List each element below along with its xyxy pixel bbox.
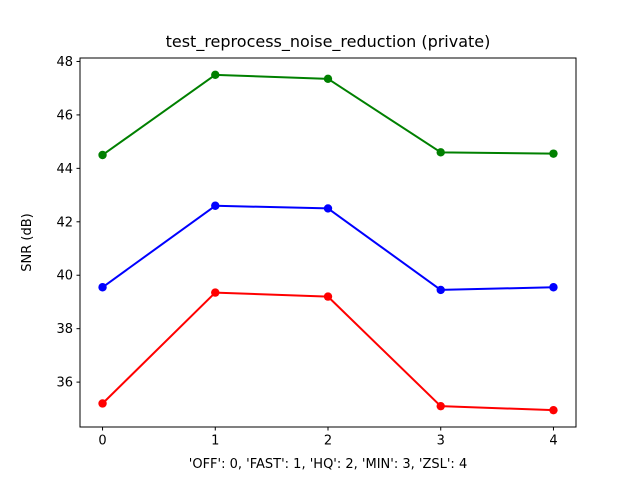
y-tick-label: 36 bbox=[56, 376, 73, 391]
data-point-blue-1 bbox=[211, 201, 220, 210]
data-point-red-4 bbox=[549, 405, 558, 415]
x-tick-label: 3 bbox=[437, 434, 445, 449]
x-tick-label: 4 bbox=[549, 434, 557, 449]
y-tick-label: 48 bbox=[56, 55, 73, 70]
data-point-blue-3 bbox=[436, 285, 445, 295]
chart-title: test_reprocess_noise_reduction (private) bbox=[166, 32, 491, 52]
data-point-red-3 bbox=[436, 401, 445, 411]
data-point-green-2 bbox=[323, 74, 333, 84]
data-point-green-0 bbox=[98, 150, 107, 160]
y-tick-label: 38 bbox=[56, 322, 73, 337]
series-red bbox=[98, 288, 558, 415]
data-point-blue-4 bbox=[549, 283, 558, 292]
data-point-green-4 bbox=[549, 149, 558, 158]
x-tick-label: 0 bbox=[98, 434, 106, 449]
data-point-blue-0 bbox=[98, 283, 107, 292]
series-blue bbox=[98, 201, 558, 295]
x-axis-label: 'OFF': 0, 'FAST': 1, 'HQ': 2, 'MIN': 3, … bbox=[189, 457, 467, 472]
y-tick-label: 40 bbox=[56, 269, 73, 284]
data-point-red-0 bbox=[98, 399, 107, 408]
data-point-red-2 bbox=[323, 292, 333, 301]
x-tick-label: 2 bbox=[324, 434, 332, 449]
x-tick-label: 1 bbox=[211, 434, 219, 449]
y-tick-label: 46 bbox=[56, 108, 73, 123]
data-point-red-1 bbox=[211, 288, 220, 297]
y-tick-label: 44 bbox=[56, 162, 73, 177]
series-green bbox=[98, 70, 558, 160]
data-point-green-3 bbox=[436, 148, 445, 157]
data-point-green-1 bbox=[211, 70, 220, 80]
y-tick-label: 42 bbox=[56, 215, 73, 230]
data-point-blue-2 bbox=[323, 204, 333, 213]
y-axis-label: SNR (dB) bbox=[20, 213, 35, 271]
